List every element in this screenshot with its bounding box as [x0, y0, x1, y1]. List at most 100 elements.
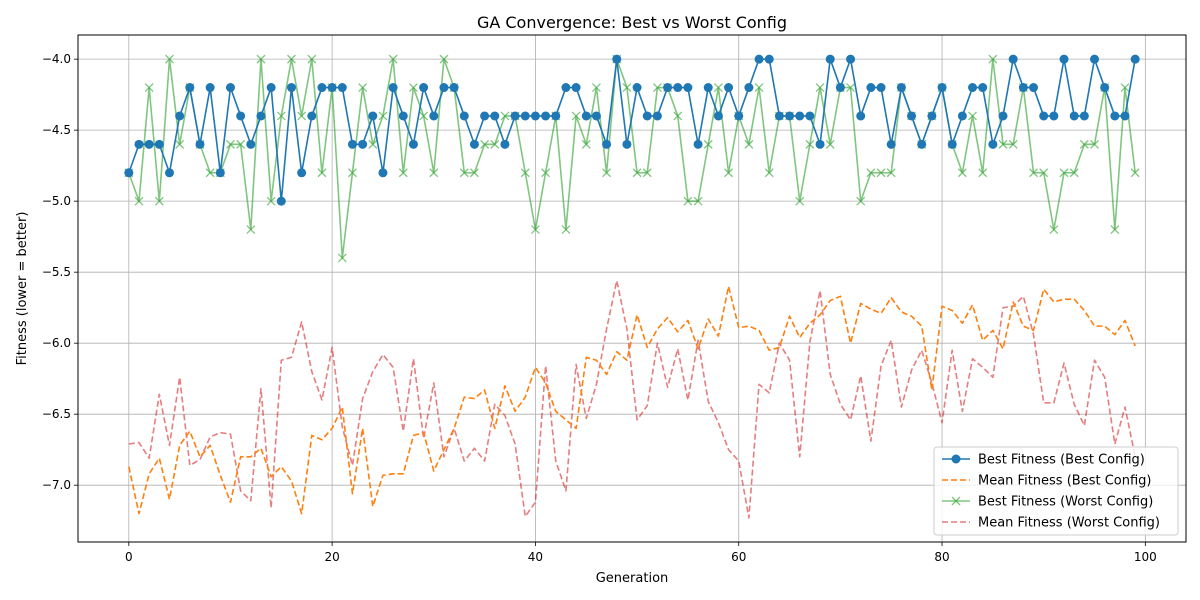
plot-frame: [77, 34, 1187, 543]
x-tick-label: 0: [125, 550, 133, 564]
data-point: [317, 83, 327, 93]
y-tick-label: −6.0: [42, 336, 71, 350]
x-tick-label: 40: [528, 550, 543, 564]
data-point: [652, 83, 662, 93]
data-point: [1069, 111, 1079, 121]
data-point: [429, 111, 439, 121]
x-marker-stroke: [602, 168, 612, 178]
data-point: [591, 111, 601, 121]
data-point: [358, 139, 368, 149]
x-marker-stroke: [459, 168, 469, 178]
data-point: [713, 83, 723, 93]
data-point: [1049, 111, 1059, 121]
data-point: [419, 111, 429, 121]
data-point: [144, 139, 154, 149]
data-point: [581, 111, 591, 121]
data-point: [154, 139, 164, 149]
data-point: [815, 139, 825, 149]
series-0: [124, 54, 1140, 206]
data-point: [307, 111, 317, 121]
x-marker-stroke: [398, 168, 408, 178]
x-marker-stroke: [490, 139, 500, 149]
x-tick-label: 100: [1134, 550, 1157, 564]
y-axis-label: Fitness (lower = better): [15, 212, 30, 366]
data-point: [764, 168, 774, 178]
data-point: [856, 111, 866, 121]
data-point: [866, 83, 876, 93]
series-layer: [124, 54, 1140, 519]
x-marker-stroke: [297, 111, 307, 121]
data-point: [358, 83, 368, 93]
data-point: [917, 139, 927, 149]
data-point: [571, 111, 581, 121]
data-point: [500, 111, 510, 121]
data-point: [683, 83, 693, 93]
data-point: [1049, 225, 1059, 235]
data-point: [937, 83, 947, 93]
data-point: [215, 168, 225, 178]
data-point: [612, 54, 622, 64]
x-marker-stroke: [317, 168, 327, 178]
data-point: [805, 139, 815, 149]
data-point: [1130, 168, 1140, 178]
data-point: [703, 139, 713, 149]
data-point: [957, 111, 967, 121]
data-point: [795, 111, 805, 121]
data-point: [164, 168, 174, 178]
x-marker-stroke: [1130, 168, 1140, 178]
x-marker-stroke: [683, 196, 693, 206]
data-point: [693, 139, 703, 149]
data-point: [693, 196, 703, 206]
data-point: [408, 83, 418, 93]
x-marker-stroke: [886, 168, 896, 178]
data-point: [1018, 83, 1028, 93]
x-marker-stroke: [988, 54, 998, 64]
data-point: [744, 83, 754, 93]
data-point: [307, 54, 317, 64]
x-marker-stroke: [236, 139, 246, 149]
x-marker-stroke: [276, 111, 286, 121]
data-point: [856, 196, 866, 206]
y-tick-label: −7.0: [42, 478, 71, 492]
data-point: [276, 111, 286, 121]
data-point: [144, 83, 154, 93]
data-point: [459, 111, 469, 121]
legend-item: Best Fitness (Worst Config): [942, 495, 1153, 510]
x-marker-stroke: [581, 139, 591, 149]
data-point: [226, 139, 235, 149]
data-point: [327, 83, 337, 93]
data-point: [683, 196, 693, 206]
data-point: [317, 168, 327, 178]
data-point: [297, 168, 307, 178]
data-point: [846, 54, 856, 64]
data-point: [673, 111, 683, 121]
data-point: [266, 83, 276, 93]
x-marker-stroke: [957, 168, 967, 178]
data-point: [459, 168, 469, 178]
data-point: [490, 139, 500, 149]
x-marker-stroke: [337, 253, 347, 263]
data-point: [256, 54, 266, 64]
x-marker-stroke: [998, 139, 1008, 149]
data-point: [408, 139, 418, 149]
data-point: [968, 111, 977, 121]
x-marker-stroke: [951, 496, 961, 506]
data-point: [632, 168, 642, 178]
data-point: [754, 83, 764, 93]
x-marker-stroke: [388, 54, 398, 64]
data-point: [175, 139, 185, 149]
legend-label: Best Fitness (Best Config): [978, 453, 1145, 468]
data-point: [968, 83, 978, 93]
legend-label: Mean Fitness (Best Config): [978, 474, 1151, 489]
x-marker-stroke: [1110, 225, 1120, 235]
x-marker-stroke: [154, 196, 164, 206]
x-marker-stroke: [1079, 139, 1089, 149]
chart-title: GA Convergence: Best vs Worst Config: [477, 13, 787, 32]
x-marker-stroke: [1059, 168, 1069, 178]
x-marker-stroke: [642, 168, 652, 178]
data-point: [175, 111, 185, 121]
data-point: [246, 139, 256, 149]
data-point: [347, 168, 357, 178]
data-point: [978, 83, 988, 93]
